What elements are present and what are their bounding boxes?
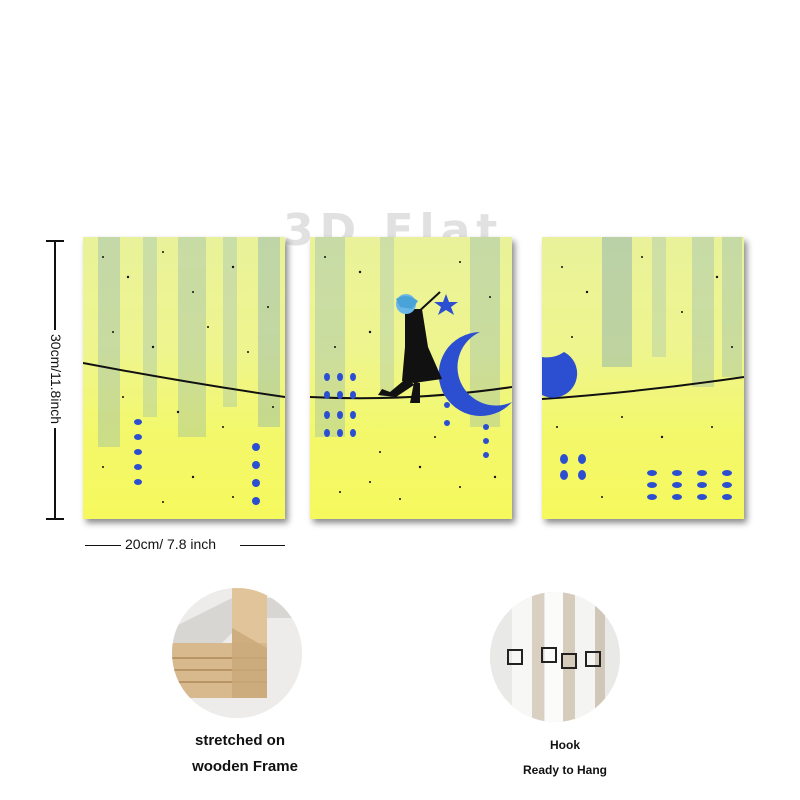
hook-caption-line2: Ready to Hang bbox=[522, 763, 607, 777]
height-dimension-label: 30cm/11.8inch bbox=[48, 330, 64, 429]
width-dimension-line-left bbox=[85, 545, 121, 546]
hook-photo bbox=[490, 592, 620, 722]
frame-caption-line1: stretched on bbox=[194, 732, 285, 749]
center-panel-artwork bbox=[310, 237, 512, 500]
right-panel bbox=[542, 237, 744, 519]
height-dimension-bottom-cap bbox=[46, 518, 64, 520]
wooden-frame-photo bbox=[172, 588, 302, 718]
moon-shape bbox=[438, 332, 512, 416]
width-dimension-label: 20cm/ 7.8 inch bbox=[125, 536, 217, 552]
left-panel bbox=[83, 237, 285, 519]
right-panel-artwork bbox=[542, 237, 744, 500]
hook-caption-line1: Hook bbox=[550, 738, 580, 752]
left-panel-artwork bbox=[83, 237, 285, 505]
center-panel bbox=[310, 237, 512, 519]
frame-caption-line2: wooden Frame bbox=[192, 758, 298, 775]
width-dimension-line-right bbox=[240, 545, 285, 546]
